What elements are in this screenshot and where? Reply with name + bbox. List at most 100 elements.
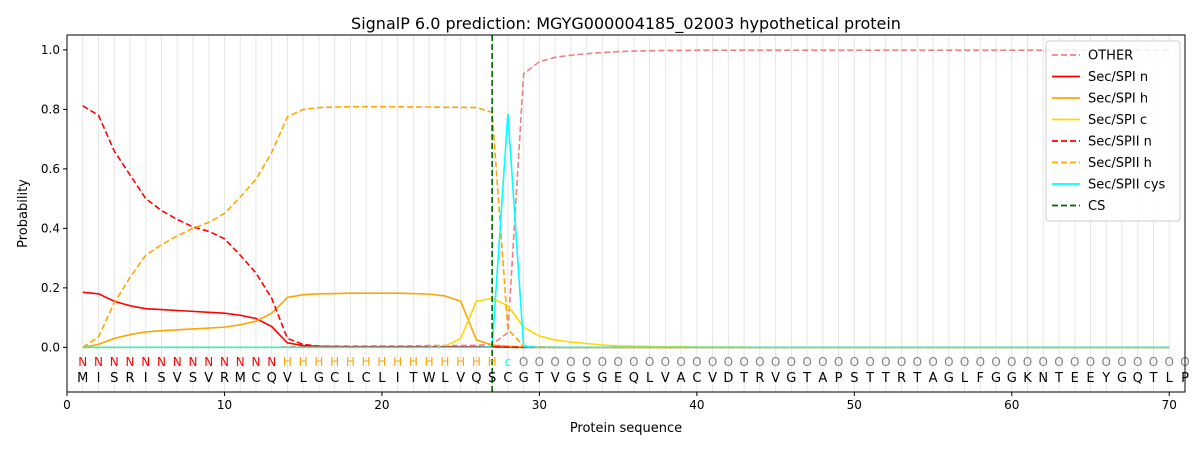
x-tick-label: 30 [532,398,547,412]
region-label: H [456,355,465,369]
y-tick-label: 0.6 [41,162,60,176]
legend-label: Sec/SPII n [1088,135,1152,150]
region-label: O [629,355,638,369]
residue-label: C [362,371,371,386]
legend-box [1045,40,1181,222]
residue-label: I [396,371,400,386]
residue-label: Y [1101,371,1110,386]
residue-label: G [519,371,529,386]
region-label: H [283,355,292,369]
residue-label: V [771,371,780,386]
region-label: O [1102,355,1111,369]
legend-label: Sec/SPII cys [1088,178,1166,193]
residue-label: T [739,371,748,386]
residue-label: A [818,371,827,386]
x-axis: 0 10 20 30 40 50 60 70 [63,392,1177,412]
region-label: O [1086,355,1095,369]
x-tick-label: 0 [63,398,71,412]
residue-label: R [125,371,134,386]
region-label: O [519,355,528,369]
region-label: N [236,355,245,369]
residue-label: V [456,371,465,386]
residue-label: A [929,371,938,386]
region-label: N [267,355,276,369]
region-label: O [645,355,654,369]
residue-label: P [835,371,843,386]
region-label: O [787,355,796,369]
region-label: H [346,355,355,369]
residue-label: S [157,371,165,386]
region-label: O [1117,355,1126,369]
region-label: O [834,355,843,369]
y-axis-label: Probability [16,179,31,248]
residue-label: M [235,371,246,386]
residue-label: T [408,371,417,386]
residue-label: T [1054,371,1063,386]
residue-label: V [173,371,182,386]
region-label: H [440,355,449,369]
region-label: N [94,355,103,369]
region-label: N [78,355,87,369]
legend-label: CS [1088,199,1105,214]
region-label: O [944,355,953,369]
residue-label: E [1086,371,1094,386]
region-label: O [1133,355,1142,369]
region-label: N [110,355,119,369]
residue-label: Q [267,371,277,386]
residue-label: G [597,371,607,386]
series-line-sec-spii-cys [82,113,1170,349]
region-label: N [188,355,197,369]
residue-label: A [677,371,686,386]
residue-label: G [1117,371,1127,386]
residue-label: V [283,371,292,386]
residue-label: M [77,371,88,386]
y-axis: 0.0 0.2 0.4 0.6 0.8 1.0 [41,43,67,354]
region-label: H [362,355,371,369]
residue-label: G [991,371,1001,386]
residue-label: V [551,371,560,386]
residue-label: V [708,371,717,386]
residue-label: L [646,371,654,386]
region-label: N [125,355,134,369]
region-label: O [1165,355,1174,369]
region-label: N [141,355,150,369]
residue-label: E [614,371,622,386]
region-label: O [913,355,922,369]
residue-label: N [1038,371,1048,386]
residue-label: S [110,371,118,386]
region-label: O [566,355,575,369]
region-label: O [897,355,906,369]
region-label: N [173,355,182,369]
region-label: N [204,355,213,369]
region-label: c [505,355,512,369]
residue-label: L [961,371,969,386]
region-label: O [550,355,559,369]
legend-label: Sec/SPI c [1088,113,1147,128]
residue-label: L [441,371,449,386]
series-group [82,35,1170,392]
residue-label: G [1007,371,1017,386]
residue-label: V [204,371,213,386]
residue-label: C [503,371,512,386]
legend-label: Sec/SPI n [1088,70,1148,85]
legend-label: Sec/SPII h [1088,156,1152,171]
region-label: O [1149,355,1158,369]
region-label: H [377,355,386,369]
region-label: O [724,355,733,369]
residue-label: K [1023,371,1032,386]
region-label: O [582,355,591,369]
region-label: O [1039,355,1048,369]
region-label: O [708,355,717,369]
region-label: O [928,355,937,369]
y-tick-label: 0.0 [41,340,60,354]
residue-label: G [944,371,954,386]
region-label: H [488,355,497,369]
region-label: O [802,355,811,369]
region-label: O [976,355,985,369]
region-label: O [881,355,890,369]
residue-label: S [850,371,858,386]
region-label: O [535,355,544,369]
residue-label: T [865,371,874,386]
region-label: N [220,355,229,369]
